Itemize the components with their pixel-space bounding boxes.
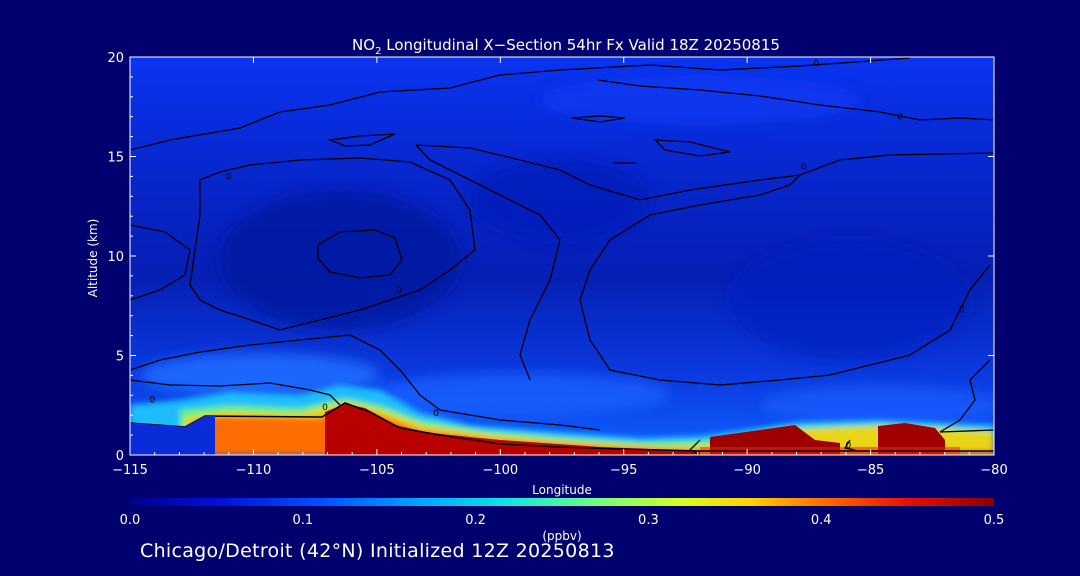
colorbar-ramp	[130, 498, 994, 506]
colorbar-tick-label: 0.4	[811, 513, 832, 528]
plot-area: 0 0 0 0 0 0 0 0 0 0	[130, 57, 994, 455]
x-tick-label: −115	[112, 463, 148, 478]
contour-label: 0	[226, 172, 232, 182]
y-axis: 0 5 10 15 20	[107, 51, 994, 464]
contour-labels: 0 0 0 0 0 0 0 0 0 0	[149, 59, 965, 451]
title-subscript: 2	[375, 46, 381, 57]
x-axis: −115 −110 −105 −100 −95 −90 −85 −80	[112, 57, 1008, 478]
x-tick-label: −105	[359, 463, 395, 478]
field-patch	[730, 240, 970, 360]
contour-line	[415, 144, 561, 381]
contour-line	[843, 439, 856, 451]
contour-line	[189, 157, 476, 331]
field-texture	[140, 75, 994, 425]
y-axis-label: Altitude (km)	[86, 219, 100, 298]
contour-label: 0	[396, 286, 402, 296]
colorbar-tick-label: 0.3	[638, 513, 659, 528]
contour-label: 0	[801, 162, 807, 172]
x-tick-label: −100	[482, 463, 518, 478]
x-tick-label: −95	[610, 463, 637, 478]
contour-lines	[130, 57, 994, 455]
contour-line	[317, 229, 403, 279]
colorbar: 0.0 0.1 0.2 0.3 0.4 0.5 (ppbv)	[120, 498, 1005, 543]
y-tick-label: 0	[116, 449, 124, 464]
contour-line	[130, 334, 601, 431]
field-patch	[370, 373, 670, 417]
contour-label: 0	[813, 59, 819, 69]
x-tick-label: −85	[857, 463, 884, 478]
x-tick-label: −80	[980, 463, 1007, 478]
contour-label: 0	[897, 113, 903, 123]
y-tick-label: 10	[107, 250, 124, 265]
contour-line	[653, 139, 731, 157]
field-patch	[470, 160, 650, 240]
field-patch	[220, 190, 460, 330]
contour-line	[579, 174, 991, 386]
contour-line	[130, 379, 341, 406]
colorbar-tick-label: 0.1	[292, 513, 313, 528]
colorbar-units: (ppbv)	[542, 529, 581, 543]
contour-label: 0	[149, 395, 155, 405]
chart-title: NO2 Longitudinal X−Section 54hr Fx Valid…	[352, 36, 780, 57]
colorbar-tick-label: 0.2	[465, 513, 486, 528]
x-tick-label: −90	[733, 463, 760, 478]
contour-line	[571, 115, 626, 123]
colorbar-tick-label: 0.0	[120, 513, 141, 528]
x-tick-label: −110	[236, 463, 272, 478]
terrain-fill	[130, 416, 215, 455]
contour-line	[939, 359, 994, 433]
contour-line	[597, 79, 994, 121]
contour-line	[130, 224, 191, 301]
y-tick-label: 5	[116, 350, 124, 365]
field-patch	[760, 385, 994, 425]
x-axis-label: Longitude	[532, 483, 592, 497]
y-tick-label: 15	[107, 151, 124, 166]
title-suffix: Longitudinal X−Section 54hr Fx Valid 18Z…	[381, 36, 779, 54]
footer-caption: Chicago/Detroit (42°N) Initialized 12Z 2…	[140, 540, 615, 562]
contour-label: 0	[322, 403, 328, 413]
colorbar-tick-label: 0.5	[984, 513, 1005, 528]
field-patch	[540, 75, 860, 125]
contour-label: 0	[433, 409, 439, 419]
contour-line	[130, 57, 911, 151]
contour-label: 0	[959, 306, 965, 316]
core-rockies	[325, 404, 700, 455]
contour-label: 0	[845, 441, 851, 451]
contour-line	[415, 144, 994, 201]
colorbar-ticks: 0.0 0.1 0.2 0.3 0.4 0.5	[120, 513, 1005, 528]
y-tick-label: 20	[107, 51, 124, 66]
contour-line	[327, 133, 396, 147]
title-prefix: NO	[352, 36, 375, 54]
